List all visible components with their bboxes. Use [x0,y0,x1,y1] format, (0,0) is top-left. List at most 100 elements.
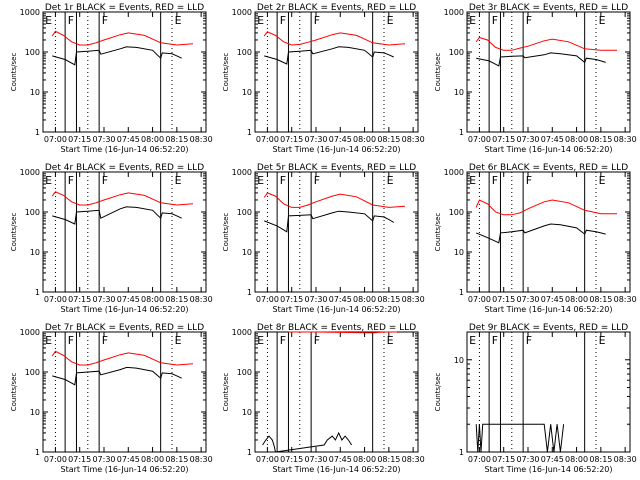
x-tick-label: 08:30 [614,135,637,144]
x-axis-label: Start Time (16-Jun-14 06:52:20) [485,145,613,154]
interval-label: E [257,334,264,347]
x-tick-label: 07:00 [256,295,279,304]
interval-label: F [280,334,286,347]
interval-label: F [526,174,532,187]
y-tick-label: 1 [35,288,40,297]
series-lld-line [263,31,406,46]
x-tick-label: 08:00 [565,455,588,464]
y-tick-label: 100 [25,208,40,217]
x-tick-label: 08:15 [589,135,612,144]
x-tick-label: 08:00 [353,455,376,464]
x-tick-label: 07:30 [304,295,327,304]
interval-label: F [314,14,320,27]
x-tick-label: 07:15 [280,455,303,464]
series-events-line [475,423,565,453]
plot-frame [466,171,631,293]
x-tick-label: 07:45 [329,135,352,144]
x-tick-label: 08:30 [402,135,425,144]
x-tick-label: 07:00 [256,135,279,144]
panel-title: Det 1r BLACK = Events, RED = LLD [45,3,204,13]
interval-label: E [599,334,606,347]
x-tick-label: 07:30 [92,295,115,304]
panel-title: Det 2r BLACK = Events, RED = LLD [257,3,416,13]
x-tick-label: 08:30 [402,455,425,464]
x-tick-label: 08:15 [589,455,612,464]
plot-frame [42,171,207,293]
y-tick-label: 1000 [444,8,464,17]
x-tick-label: 08:30 [190,295,213,304]
interval-label: F [68,14,74,27]
x-tick-label: 07:15 [492,455,515,464]
x-axis-label: Start Time (16-Jun-14 06:52:20) [273,465,401,474]
interval-label: F [526,334,532,347]
panel-title: Det 9r BLACK = Events, RED = LLD [469,323,628,333]
interval-label: E [469,174,476,187]
interval-label: E [599,174,606,187]
interval-label: E [175,14,182,27]
interval-label: F [68,334,74,347]
y-tick-label: 100 [237,48,252,57]
x-tick-label: 08:30 [402,295,425,304]
x-tick-label: 08:00 [353,135,376,144]
x-tick-label: 07:15 [492,295,515,304]
y-tick-label: 1 [35,448,40,457]
series-lld-line [288,331,397,334]
y-tick-label: 1 [247,448,252,457]
x-tick-label: 08:15 [377,295,400,304]
x-tick-label: 08:00 [141,135,164,144]
series-events-line [262,431,353,453]
y-tick-label: 10 [242,88,252,97]
series-lld-line [51,30,194,46]
x-axis-label: Start Time (16-Jun-14 06:52:20) [61,145,189,154]
plot-frame [42,11,207,133]
y-tick-label: 10 [454,248,464,257]
panel-title: Det 7r BLACK = Events, RED = LLD [45,323,204,333]
x-axis-label: Start Time (16-Jun-14 06:52:20) [61,465,189,474]
y-tick-label: 1 [35,128,40,137]
series-lld-line [263,192,406,208]
x-tick-label: 07:00 [44,135,67,144]
x-tick-label: 07:00 [468,295,491,304]
y-tick-label: 100 [25,368,40,377]
series-events-line [264,46,394,65]
y-tick-label: 1000 [20,8,40,17]
series-lld-line [475,199,617,216]
x-tick-label: 07:15 [492,135,515,144]
y-tick-label: 1 [247,288,252,297]
panel-title: Det 3r BLACK = Events, RED = LLD [469,3,628,13]
x-axis-label: Start Time (16-Jun-14 06:52:20) [273,305,401,314]
x-tick-label: 08:00 [565,295,588,304]
x-tick-label: 07:15 [280,295,303,304]
x-tick-label: 08:30 [614,455,637,464]
interval-label: E [175,174,182,187]
x-axis-label: Start Time (16-Jun-14 06:52:20) [485,465,613,474]
x-tick-label: 07:30 [304,135,327,144]
x-tick-label: 08:15 [165,135,188,144]
interval-label: F [314,334,320,347]
x-tick-label: 07:30 [516,455,539,464]
y-tick-label: 10 [242,408,252,417]
interval-label: F [526,14,532,27]
y-axis-label: Counts/sec [10,213,18,252]
y-axis-label: Counts/sec [222,213,230,252]
series-lld-line [475,36,617,51]
interval-label: E [599,14,606,27]
y-axis-label: Counts/sec [10,373,18,412]
x-tick-label: 08:00 [565,135,588,144]
x-tick-label: 07:45 [117,135,140,144]
interval-label: F [280,174,286,187]
x-tick-label: 07:15 [280,135,303,144]
y-tick-label: 1 [459,288,464,297]
x-tick-label: 07:45 [117,455,140,464]
x-tick-label: 07:45 [329,455,352,464]
plot-frame [254,171,419,293]
y-tick-label: 100 [449,208,464,217]
interval-label: E [469,14,476,27]
x-tick-label: 07:45 [117,295,140,304]
interval-label: F [102,334,108,347]
